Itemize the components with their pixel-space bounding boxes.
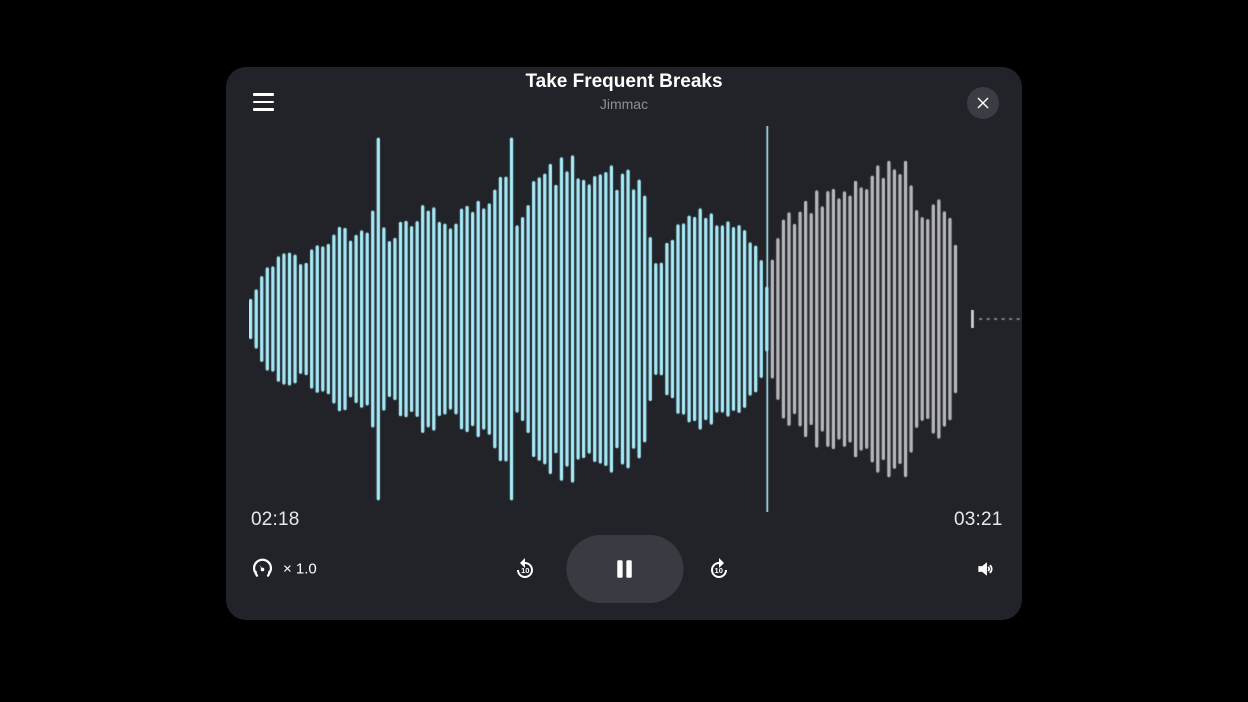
svg-text:10: 10 — [714, 566, 722, 575]
svg-text:10: 10 — [521, 566, 529, 575]
